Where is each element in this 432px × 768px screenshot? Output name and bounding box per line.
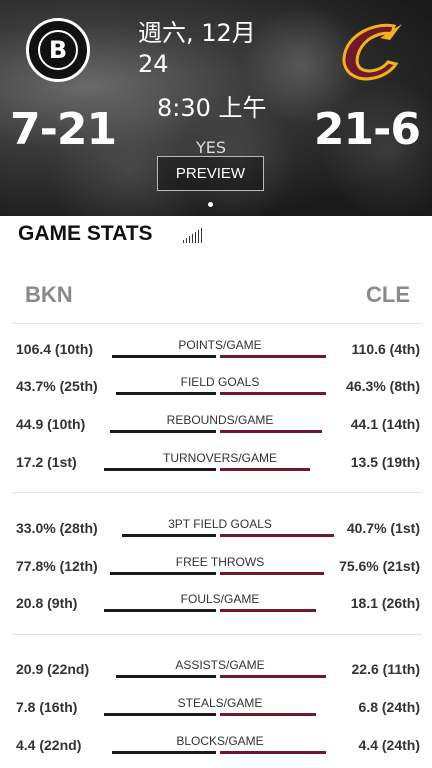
- stat-label: FREE THROWS: [175, 555, 265, 569]
- right-value: 13.5 (19th): [350, 454, 420, 470]
- left-value: 7.8 (16th): [16, 699, 78, 715]
- stat-label: FIELD GOALS: [180, 375, 260, 389]
- stat-label: STEALS/GAME: [177, 696, 263, 710]
- home-record: 7-21: [10, 104, 117, 155]
- right-value: 46.3% (8th): [346, 378, 420, 394]
- left-value: 106.4 (10th): [16, 341, 94, 357]
- stat-row-assists: 20.9 (22nd) ASSISTS/GAME 22.6 (11th): [0, 657, 432, 683]
- right-bar: [220, 675, 326, 678]
- stat-row-3pt: 33.0% (28th) 3PT FIELD GOALS 40.7% (1st): [0, 516, 432, 542]
- divider: [12, 323, 422, 324]
- tv-network: YES: [196, 138, 227, 157]
- preview-button[interactable]: PREVIEW: [157, 156, 264, 191]
- right-value: 6.8 (24th): [358, 699, 420, 715]
- left-bar: [116, 675, 216, 678]
- stat-row-steals: 7.8 (16th) STEALS/GAME 6.8 (24th): [0, 695, 432, 721]
- left-team-abbr: BKN: [25, 282, 73, 307]
- left-value: 33.0% (28th): [16, 520, 98, 536]
- stat-label: REBOUNDS/GAME: [166, 413, 274, 427]
- stat-row-blocks: 4.4 (22nd) BLOCKS/GAME 4.4 (24th): [0, 733, 432, 759]
- divider: [12, 492, 422, 493]
- right-bar: [220, 468, 310, 471]
- left-value: 4.4 (22nd): [16, 737, 82, 753]
- right-bar: [220, 713, 316, 716]
- stat-row-points: 106.4 (10th) POINTS/GAME 110.6 (4th): [0, 337, 432, 363]
- page-indicator-dot: [208, 202, 213, 207]
- divider: [12, 634, 422, 635]
- right-value: 75.6% (21st): [339, 558, 420, 574]
- left-bar: [104, 713, 216, 716]
- right-bar: [220, 392, 326, 395]
- right-bar: [220, 430, 322, 433]
- stat-label: POINTS/GAME: [178, 338, 262, 352]
- stat-label: BLOCKS/GAME: [176, 734, 264, 748]
- stat-row-free-throws: 77.8% (12th) FREE THROWS 75.6% (21st): [0, 554, 432, 580]
- left-bar: [104, 468, 216, 471]
- brooklyn-nets-logo: B: [26, 18, 90, 82]
- left-bar: [112, 751, 216, 754]
- left-bar: [110, 572, 216, 575]
- stat-label: ASSISTS/GAME: [175, 658, 265, 672]
- away-record: 21-6: [313, 104, 421, 155]
- signal-bars-icon: [183, 227, 209, 243]
- stat-row-field-goals: 43.7% (25th) FIELD GOALS 46.3% (8th): [0, 374, 432, 400]
- left-bar: [104, 609, 216, 612]
- left-bar: [116, 392, 216, 395]
- left-value: 20.9 (22nd): [16, 661, 90, 677]
- left-value: 43.7% (25th): [16, 378, 98, 394]
- left-bar: [110, 430, 216, 433]
- right-value: 18.1 (26th): [350, 595, 420, 611]
- left-bar: [122, 534, 216, 537]
- nets-b-icon: B: [38, 30, 78, 70]
- stat-label: 3PT FIELD GOALS: [168, 517, 272, 531]
- stat-label: FOULS/GAME: [180, 592, 260, 606]
- game-date: 週六, 12月 24: [138, 19, 256, 78]
- stat-label: TURNOVERS/GAME: [162, 451, 277, 465]
- right-bar: [220, 534, 334, 537]
- left-value: 17.2 (1st): [16, 454, 77, 470]
- stat-row-fouls: 20.8 (9th) FOULS/GAME 18.1 (26th): [0, 591, 432, 617]
- left-value: 20.8 (9th): [16, 595, 78, 611]
- game-header: B 7-21 21-6 週六, 12月 24 8:30 上午 YES PREVI…: [0, 0, 432, 216]
- left-bar: [112, 355, 216, 358]
- right-value: 40.7% (1st): [346, 520, 420, 536]
- stat-row-turnovers: 17.2 (1st) TURNOVERS/GAME 13.5 (19th): [0, 450, 432, 476]
- right-bar: [220, 572, 324, 575]
- game-stats-title: GAME STATS: [18, 222, 153, 245]
- left-value: 77.8% (12th): [16, 558, 98, 574]
- right-team-abbr: CLE: [366, 282, 410, 307]
- right-bar: [220, 751, 326, 754]
- right-value: 44.1 (14th): [350, 416, 420, 432]
- right-bar: [220, 355, 326, 358]
- right-bar: [220, 609, 316, 612]
- stat-row-rebounds: 44.9 (10th) REBOUNDS/GAME 44.1 (14th): [0, 412, 432, 438]
- left-value: 44.9 (10th): [16, 416, 86, 432]
- right-value: 110.6 (4th): [351, 341, 420, 357]
- right-value: 4.4 (24th): [358, 737, 420, 753]
- cleveland-cavaliers-logo: [342, 23, 402, 81]
- game-time: 8:30 上午: [157, 94, 267, 122]
- right-value: 22.6 (11th): [351, 661, 420, 677]
